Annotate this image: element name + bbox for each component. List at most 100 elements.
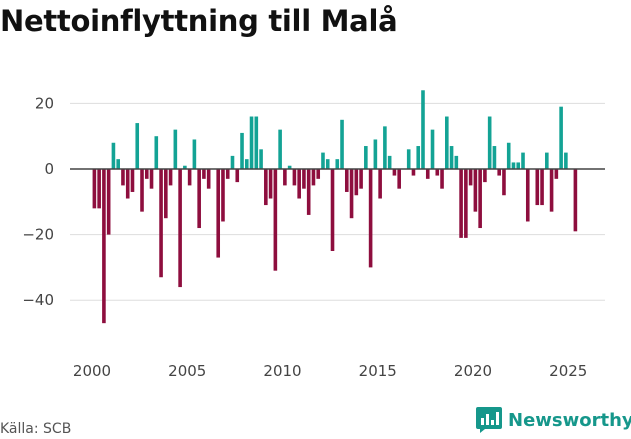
bar-negative xyxy=(535,169,540,206)
bar-negative xyxy=(273,169,278,271)
bar-negative xyxy=(216,169,221,258)
bar-positive xyxy=(416,146,421,169)
bar-chart: 20 0 −20 −40 2000 2005 2010 2015 2020 2025 xyxy=(22,90,605,380)
bar-negative xyxy=(268,169,273,199)
bar-negative xyxy=(549,169,554,212)
bar-negative xyxy=(368,169,373,268)
y-axis-labels: 20 0 −20 −40 xyxy=(22,94,54,309)
bar-negative xyxy=(140,169,144,212)
bar-positive xyxy=(445,116,449,169)
bar-positive xyxy=(192,139,197,169)
x-tick-label: 2005 xyxy=(168,362,206,380)
bar-negative xyxy=(225,169,230,179)
bar-negative xyxy=(330,169,335,251)
bar-positive xyxy=(259,149,263,169)
bar-positive xyxy=(116,159,120,169)
x-tick-label: 2015 xyxy=(359,362,397,380)
bar-positive xyxy=(154,136,159,169)
bar-positive xyxy=(454,155,459,169)
bar-negative xyxy=(440,169,444,189)
bar-positive xyxy=(321,152,325,169)
bar-positive xyxy=(387,155,392,169)
bar-negative xyxy=(235,169,240,183)
bar-negative xyxy=(125,169,130,199)
bar-positive xyxy=(135,123,140,169)
bar-negative xyxy=(392,169,397,176)
bar-negative xyxy=(397,169,401,189)
y-tick-label: −40 xyxy=(22,291,54,309)
bar-negative xyxy=(311,169,316,186)
bar-positive xyxy=(244,159,249,169)
bar-positive xyxy=(506,142,511,169)
brand-name: Newsworthy xyxy=(508,409,631,431)
bar-negative xyxy=(525,169,530,222)
bar-negative xyxy=(316,169,321,179)
bar-negative xyxy=(459,169,463,238)
bar-negative xyxy=(206,169,211,189)
bar-chart-logo-icon xyxy=(476,407,502,433)
bar-positive xyxy=(249,116,254,169)
bar-positive xyxy=(183,165,187,169)
bar-negative xyxy=(221,169,225,222)
bar-positive xyxy=(406,149,411,169)
bar-positive xyxy=(335,159,340,169)
x-tick-label: 2025 xyxy=(549,362,587,380)
x-axis-labels: 2000 2005 2010 2015 2020 2025 xyxy=(73,362,587,380)
bar-positive xyxy=(230,155,235,169)
gridlines xyxy=(70,102,605,301)
bar-positive xyxy=(240,132,244,169)
bar-positive xyxy=(278,129,282,169)
bar-positive xyxy=(487,116,492,169)
x-tick-label: 2010 xyxy=(263,362,301,380)
bar-positive xyxy=(383,126,387,169)
bar-negative xyxy=(178,169,182,288)
x-tick-label: 2000 xyxy=(73,362,111,380)
bar-positive xyxy=(545,152,549,169)
bar-negative xyxy=(306,169,311,215)
bar-negative xyxy=(168,169,173,186)
bar-negative xyxy=(187,169,192,186)
bar-negative xyxy=(283,169,287,186)
bar-negative xyxy=(292,169,297,186)
bar-negative xyxy=(349,169,354,219)
bar-positive xyxy=(521,152,525,169)
source-note: Källa: SCB xyxy=(0,421,72,437)
bar-negative xyxy=(297,169,301,199)
bar-negative xyxy=(264,169,268,206)
bar-positive xyxy=(511,162,516,169)
x-tick-label: 2020 xyxy=(454,362,492,380)
bar-positive xyxy=(564,152,568,169)
bar-negative xyxy=(540,169,544,206)
bar-negative xyxy=(483,169,487,183)
bar-negative xyxy=(354,169,359,196)
bar-positive xyxy=(340,119,344,169)
bars xyxy=(92,90,578,324)
bar-negative xyxy=(344,169,349,192)
bar-positive xyxy=(449,146,454,169)
bar-negative xyxy=(92,169,97,209)
bar-negative xyxy=(130,169,135,192)
bar-negative xyxy=(464,169,468,238)
bar-positive xyxy=(373,139,378,169)
bar-positive xyxy=(254,116,259,169)
bar-positive xyxy=(421,90,425,169)
bar-negative xyxy=(411,169,416,176)
bar-negative xyxy=(425,169,430,179)
bar-negative xyxy=(302,169,306,189)
y-tick-label: 20 xyxy=(35,94,54,112)
bar-negative xyxy=(478,169,482,229)
bar-negative xyxy=(149,169,154,189)
chart-title: Nettoinflyttning till Malå xyxy=(0,4,398,38)
bar-negative xyxy=(144,169,149,179)
y-tick-label: −20 xyxy=(22,226,54,244)
bar-negative xyxy=(573,169,578,232)
bar-negative xyxy=(359,169,363,189)
bar-positive xyxy=(492,146,497,169)
bar-negative xyxy=(197,169,201,229)
bar-negative xyxy=(97,169,101,209)
bar-positive xyxy=(364,146,368,169)
newsworthy-logo[interactable]: Newsworthy xyxy=(475,406,631,434)
bar-negative xyxy=(473,169,478,212)
bar-negative xyxy=(435,169,440,176)
bar-negative xyxy=(106,169,111,235)
